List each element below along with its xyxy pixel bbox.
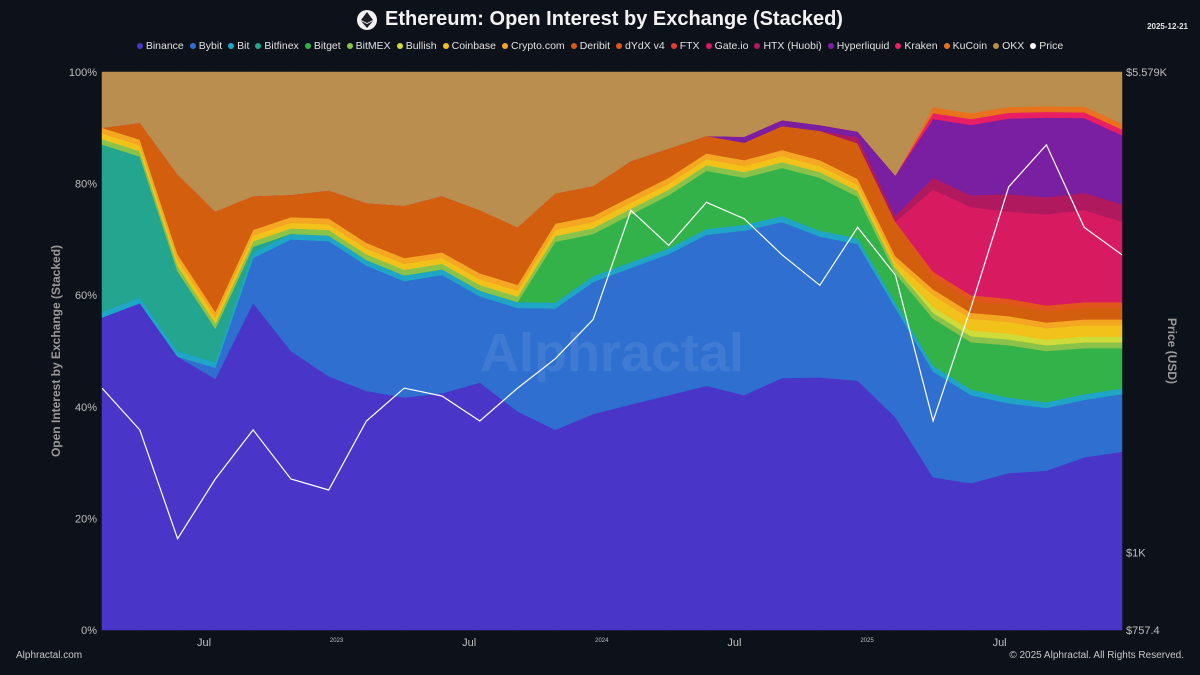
legend-item-kraken[interactable]: Kraken <box>895 40 938 52</box>
legend-swatch <box>189 43 196 49</box>
x-tick-label: 2023 <box>330 638 344 644</box>
y-tick-label: 100% <box>69 67 97 79</box>
y-tick-label: 40% <box>75 402 97 414</box>
legend-label: Binance <box>145 40 184 52</box>
legend-swatch <box>502 43 508 49</box>
legend-item-crypto-com[interactable]: Crypto.com <box>502 40 565 52</box>
legend-label: HTX (Huobi) <box>763 40 822 52</box>
watermark-text: Alphractal <box>480 323 744 383</box>
legend-label: BitMEX <box>355 40 391 52</box>
legend-label: Crypto.com <box>511 40 565 52</box>
x-tick-label: Jul <box>993 637 1007 649</box>
legend-item-binance[interactable]: Binance <box>136 40 184 52</box>
legend-swatch <box>827 43 834 49</box>
legend-swatch <box>754 43 761 49</box>
legend-item-bitmex[interactable]: BitMEX <box>346 40 391 52</box>
y-tick-label: 60% <box>75 290 97 302</box>
legend-item-ftx[interactable]: FTX <box>670 40 700 52</box>
legend-item-bit[interactable]: Bit <box>228 40 249 52</box>
legend-swatch <box>255 43 262 49</box>
x-tick-label: 2024 <box>595 638 609 644</box>
legend-label: KuCoin <box>952 40 988 52</box>
legend-swatch <box>136 43 143 49</box>
y2-tick-label: $1K <box>1126 547 1146 559</box>
legend-item-hyperliquid[interactable]: Hyperliquid <box>827 40 890 52</box>
x-tick-label: Jul <box>197 637 211 649</box>
legend-item-price[interactable]: Price <box>1030 40 1063 52</box>
legend-label: Bybit <box>198 40 223 52</box>
y-axis-title: Open Interest by Exchange (Stacked) <box>49 245 63 457</box>
legend-swatch <box>304 43 311 49</box>
legend-item-dydx-v4[interactable]: dYdX v4 <box>616 40 665 52</box>
legend-label: Price <box>1039 40 1064 52</box>
legend-label: Gate.io <box>714 40 749 52</box>
legend-item-gate-io[interactable]: Gate.io <box>705 40 749 52</box>
legend-label: OKX <box>1002 40 1025 52</box>
ethereum-icon <box>357 9 378 30</box>
y-tick-label: 80% <box>75 179 97 191</box>
legend-label: Bitget <box>313 40 341 52</box>
legend-item-bitget[interactable]: Bitget <box>304 40 341 52</box>
legend-label: Coinbase <box>451 40 496 52</box>
legend-item-okx[interactable]: OKX <box>993 40 1024 52</box>
legend-label: Hyperliquid <box>836 40 890 52</box>
x-tick-label: 2025 <box>860 638 874 644</box>
legend-item-bullish[interactable]: Bullish <box>396 40 437 52</box>
x-tick-label: Jul <box>462 637 476 649</box>
legend-item-bybit[interactable]: Bybit <box>189 40 223 52</box>
y-tick-label: 20% <box>75 513 97 525</box>
y2-tick-label: $5.579K <box>1126 67 1168 79</box>
legend-label: Kraken <box>904 40 938 52</box>
area-okx <box>101 71 1123 228</box>
legend-swatch <box>228 43 235 49</box>
y2-axis-title: Price (USD) <box>1165 318 1179 384</box>
legend-label: Bitfinex <box>264 40 299 52</box>
price-line <box>101 143 1123 541</box>
legend-label: FTX <box>679 40 700 52</box>
legend-label: Bullish <box>405 40 437 52</box>
legend-swatch <box>993 43 1000 49</box>
legend-item-deribit[interactable]: Deribit <box>570 40 611 52</box>
legend-swatch <box>616 43 623 49</box>
chart-title: Ethereum: Open Interest by Exchange (Sta… <box>357 8 843 31</box>
legend-item-coinbase[interactable]: Coinbase <box>442 40 496 52</box>
legend-item-htx-huobi-[interactable]: HTX (Huobi) <box>754 40 822 52</box>
legend-label: Bit <box>237 40 250 52</box>
legend-swatch <box>670 43 677 49</box>
x-tick-label: Jul <box>727 637 741 649</box>
legend-label: dYdX v4 <box>625 40 665 52</box>
legend-swatch <box>943 43 950 49</box>
legend-swatch <box>396 43 403 49</box>
legend-swatch <box>895 43 902 49</box>
y-tick-label: 0% <box>81 625 97 637</box>
y2-tick-label: $757.4 <box>1126 625 1160 637</box>
chart-date: 2025-12-21 <box>1147 22 1188 31</box>
legend-swatch <box>570 43 577 49</box>
legend-swatch <box>705 43 712 49</box>
footer-brand: Alphractal.com <box>16 650 83 661</box>
legend-label: Deribit <box>579 40 611 52</box>
legend-swatch <box>442 43 449 49</box>
chart-legend: Binance Bybit Bit Bitfinex Bitget BitMEX Bulli… <box>0 40 1200 52</box>
legend-item-bitfinex[interactable]: Bitfinex <box>255 40 299 52</box>
chart-title-text: Ethereum: Open Interest by Exchange (Sta… <box>385 8 843 30</box>
legend-swatch <box>346 43 353 49</box>
footer-copyright: © 2025 Alphractal. All Rights Reserved. <box>1009 650 1184 661</box>
legend-item-kucoin[interactable]: KuCoin <box>943 40 988 52</box>
legend-swatch <box>1030 43 1037 49</box>
